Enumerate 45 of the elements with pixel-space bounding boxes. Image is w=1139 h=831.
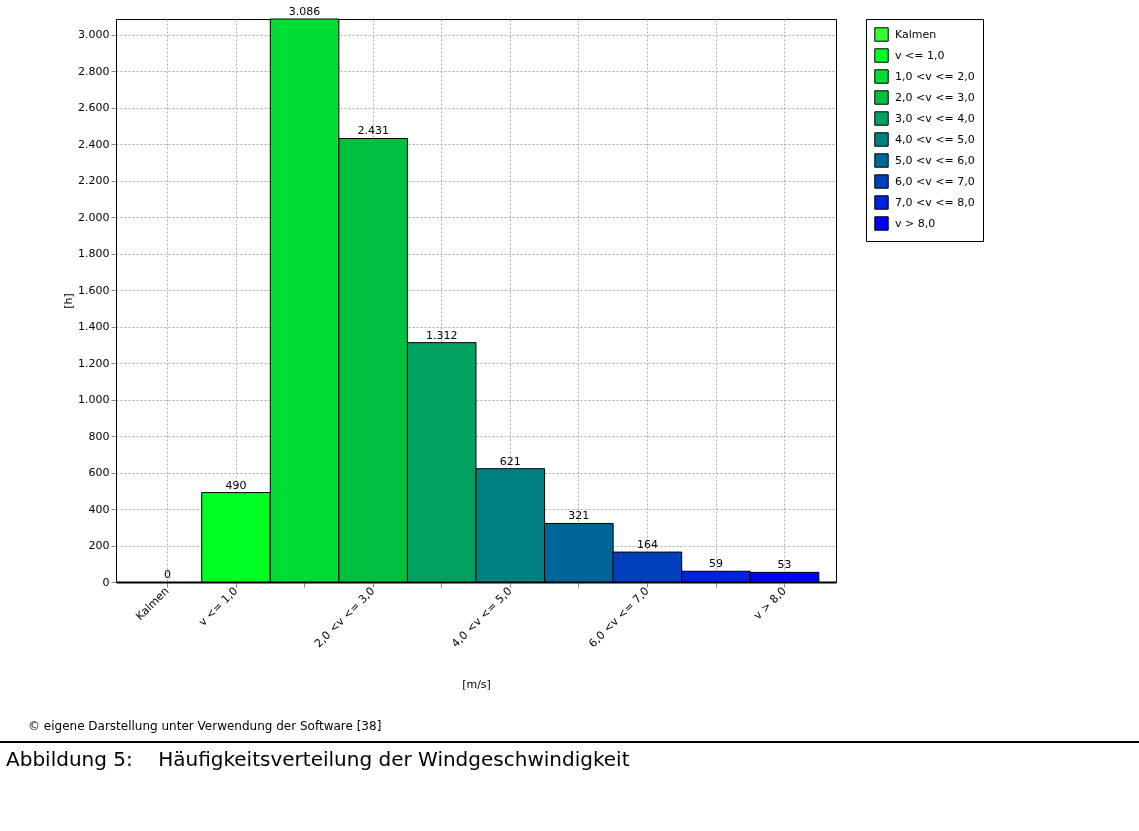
y-tick-label: 1.200	[78, 356, 110, 370]
text: Abbildung 5: Häufigkeitsverteilung der Windgeschwindigkeit	[0, 741, 1139, 771]
y-axis-title: [h]	[62, 293, 76, 309]
y-tick-label: 1.600	[78, 283, 110, 297]
x-tick-label: 2,0 <v <= 3,0	[311, 584, 378, 651]
y-tick-label: 800	[88, 429, 110, 443]
y-tick-label: 2.800	[78, 64, 110, 78]
x-axis-title: [m/s]	[462, 678, 491, 692]
y-tick-label: 0	[102, 575, 110, 589]
legend-label: 5,0 <v <= 6,0	[895, 153, 975, 167]
y-tick-label: 2.400	[78, 137, 110, 151]
text: © eigene Darstellung unter Verwendung der Software [38]	[28, 718, 383, 735]
y-tick-label: 3.000	[78, 28, 110, 42]
y-tick-label: 200	[88, 539, 110, 553]
x-tick-label: v <= 1,0	[196, 584, 241, 629]
data-label: 1.312	[425, 328, 458, 342]
data-label: 3.086	[288, 5, 321, 18]
x-tick-label: 4,0 <v <= 5,0	[449, 584, 515, 651]
y-tick-label: 1.400	[78, 320, 110, 334]
data-label: 321	[568, 509, 590, 523]
legend-label: v > 8,0	[895, 216, 936, 230]
y-tick-label: 1.000	[78, 393, 110, 407]
legend-label: 3,0 <v <= 4,0	[895, 111, 975, 125]
data-label: 164	[636, 538, 658, 552]
data-label: 53	[777, 558, 792, 572]
y-tick-label: 600	[88, 466, 110, 480]
legend-label: 2,0 <v <= 3,0	[895, 90, 975, 104]
legend-label: v <= 1,0	[895, 48, 945, 62]
data-label: 490	[225, 478, 247, 492]
legend-label: 7,0 <v <= 8,0	[895, 195, 975, 209]
data-label: 2.431	[357, 124, 389, 138]
y-tick-label: 2.200	[78, 174, 110, 188]
y-tick-label: 1.800	[78, 247, 110, 261]
y-tick-label: 2.000	[78, 210, 110, 224]
legend-label: 1,0 <v <= 2,0	[895, 69, 975, 83]
x-tick-label: v > 8,0	[751, 584, 789, 623]
x-tick-label: 6,0 <v <= 7,0	[586, 584, 652, 651]
legend-label: 6,0 <v <= 7,0	[895, 174, 975, 188]
legend-label: Kalmen	[895, 27, 937, 41]
data-label: 0	[163, 568, 171, 581]
data-label: 621	[499, 454, 521, 468]
legend-label: 4,0 <v <= 5,0	[895, 132, 975, 146]
y-tick-label: 2.600	[78, 101, 110, 115]
data-label: 59	[709, 557, 723, 571]
y-tick-label: 400	[88, 502, 110, 516]
